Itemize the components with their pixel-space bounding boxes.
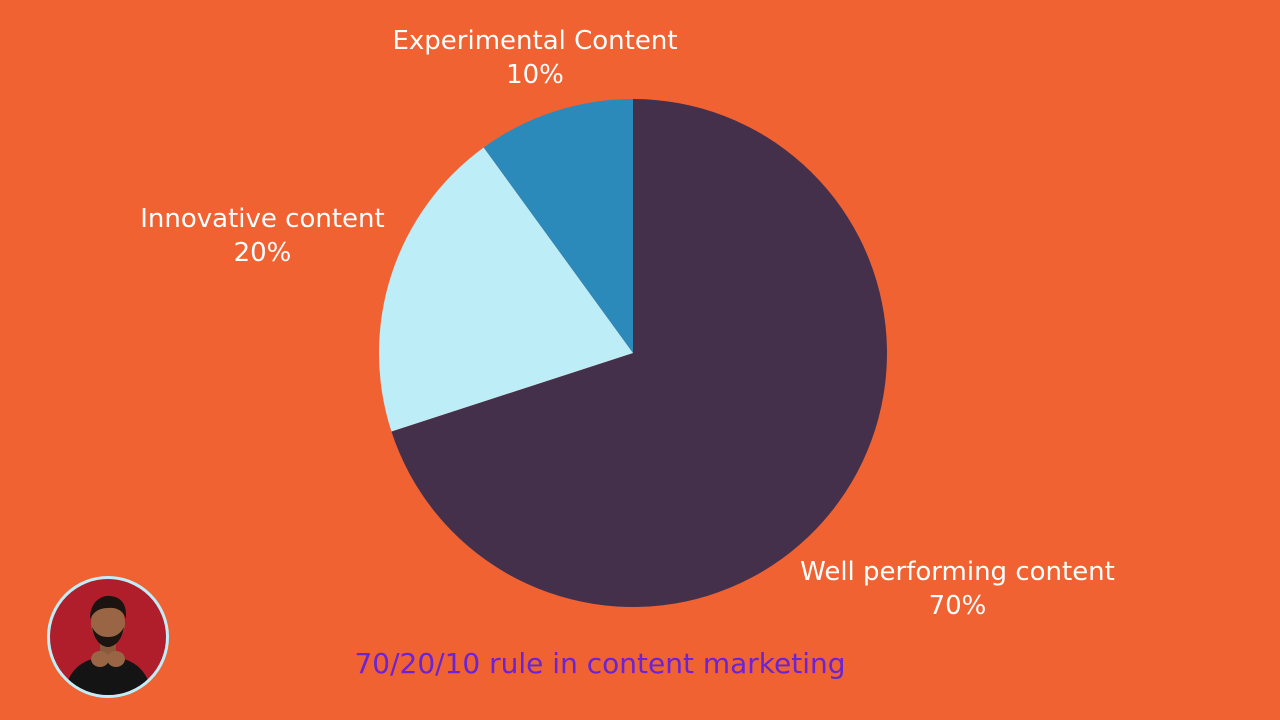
slice-label-innovative: Innovative content 20% (120, 202, 405, 270)
slice-label-well-performing-name: Well performing content (800, 557, 1115, 587)
pie-slice-innovative-content (379, 147, 633, 432)
slice-label-experimental-value: 10% (506, 60, 564, 90)
slice-label-well-performing-value: 70% (928, 591, 987, 621)
pie-slice-experimental-content (483, 99, 633, 353)
slice-label-well-performing: Well performing content 70% (780, 555, 1135, 623)
chart-caption: 70/20/10 rule in content marketing (354, 647, 846, 680)
pie-chart (379, 99, 888, 607)
avatar (47, 576, 169, 698)
slice-label-experimental-name: Experimental Content (392, 26, 678, 56)
pie-slice-well-performing-content (391, 99, 888, 607)
slice-label-innovative-name: Innovative content (140, 204, 385, 234)
slice-label-experimental: Experimental Content 10% (385, 24, 685, 92)
slice-label-innovative-value: 20% (233, 238, 292, 268)
person-avatar-icon (64, 595, 152, 695)
